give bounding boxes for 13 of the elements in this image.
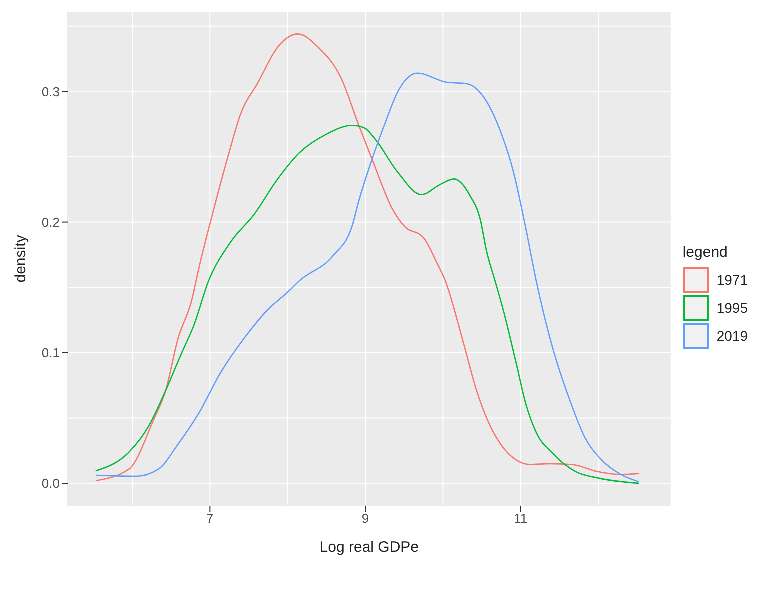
legend-label: 1971 [716, 272, 748, 288]
x-tick-label: 11 [514, 511, 528, 526]
y-tick-label: 0.0 [42, 476, 60, 492]
y-tick-label: 0.1 [42, 346, 60, 361]
y-axis-title: density [12, 234, 30, 283]
y-tick-label: 0.2 [42, 214, 60, 230]
legend-label: 2019 [716, 328, 748, 344]
legend-title: legend [682, 244, 729, 260]
x-tick-label: 7 [206, 511, 214, 526]
legend-label: 1995 [716, 300, 748, 316]
x-axis-title: Log real GDPe [320, 539, 420, 556]
x-tick-label: 9 [362, 511, 370, 526]
y-tick-label: 0.3 [42, 84, 60, 100]
